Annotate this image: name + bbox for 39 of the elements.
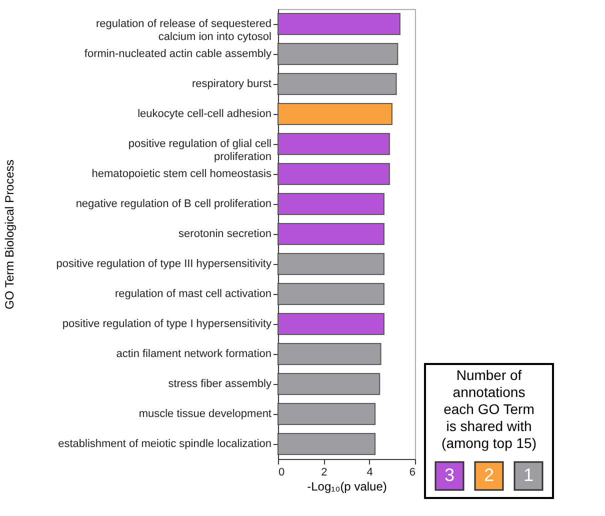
y-tick-label: negative regulation of B cell proliferation <box>76 198 272 210</box>
x-tick-label: 2 <box>321 466 328 478</box>
bar <box>278 433 376 455</box>
legend-title: Number of annotations each GO Term is shared with (among top 15) <box>442 367 536 451</box>
y-tick-label: respiratory burst <box>192 78 272 90</box>
y-tick-label: leukocyte cell-cell adhesion <box>138 108 272 120</box>
y-tick-label: positive regulation of type I hypersensitivity <box>62 318 272 330</box>
y-tick-label: stress fiber assembly <box>168 378 272 390</box>
y-tick-label: positive regulation of type III hypersensitivity <box>56 258 272 270</box>
y-tick-label: establishment of meiotic spindle localization <box>58 438 272 450</box>
bar <box>278 313 384 335</box>
y-tick-label: serotonin secretion <box>178 228 272 240</box>
x-tick-label: 0 <box>278 466 285 478</box>
bar <box>278 73 397 95</box>
bar <box>278 403 376 425</box>
y-tick-label: positive regulation of glial cell proliferation <box>128 138 272 163</box>
x-tick-label: 4 <box>366 466 373 478</box>
x-tick-label: 6 <box>409 466 416 478</box>
y-tick-label: regulation of release of sequestered calcium ion into cytosol <box>96 18 272 43</box>
y-tick-label: formin-nucleated actin cable assembly <box>84 48 272 60</box>
y-tick-label: actin filament network formation <box>116 348 272 360</box>
x-axis-title: -Log₁₀(p value) <box>307 480 387 494</box>
bar <box>278 133 390 155</box>
bar <box>278 193 384 215</box>
bar <box>278 103 392 125</box>
y-tick-label: muscle tissue development <box>138 408 272 420</box>
bar <box>278 13 400 35</box>
text: 3 <box>444 465 455 485</box>
bar <box>278 373 380 395</box>
text: 1 <box>523 465 534 485</box>
bar <box>278 43 398 65</box>
bar <box>278 223 384 245</box>
bar <box>278 283 384 305</box>
bar <box>278 343 382 365</box>
bar <box>278 163 390 185</box>
y-tick-label: regulation of mast cell activation <box>114 288 272 300</box>
y-tick-label: hematopoietic stem cell homeostasis <box>92 168 272 180</box>
bar <box>278 253 384 275</box>
y-axis-title: GO Term Biological Process <box>2 160 16 310</box>
